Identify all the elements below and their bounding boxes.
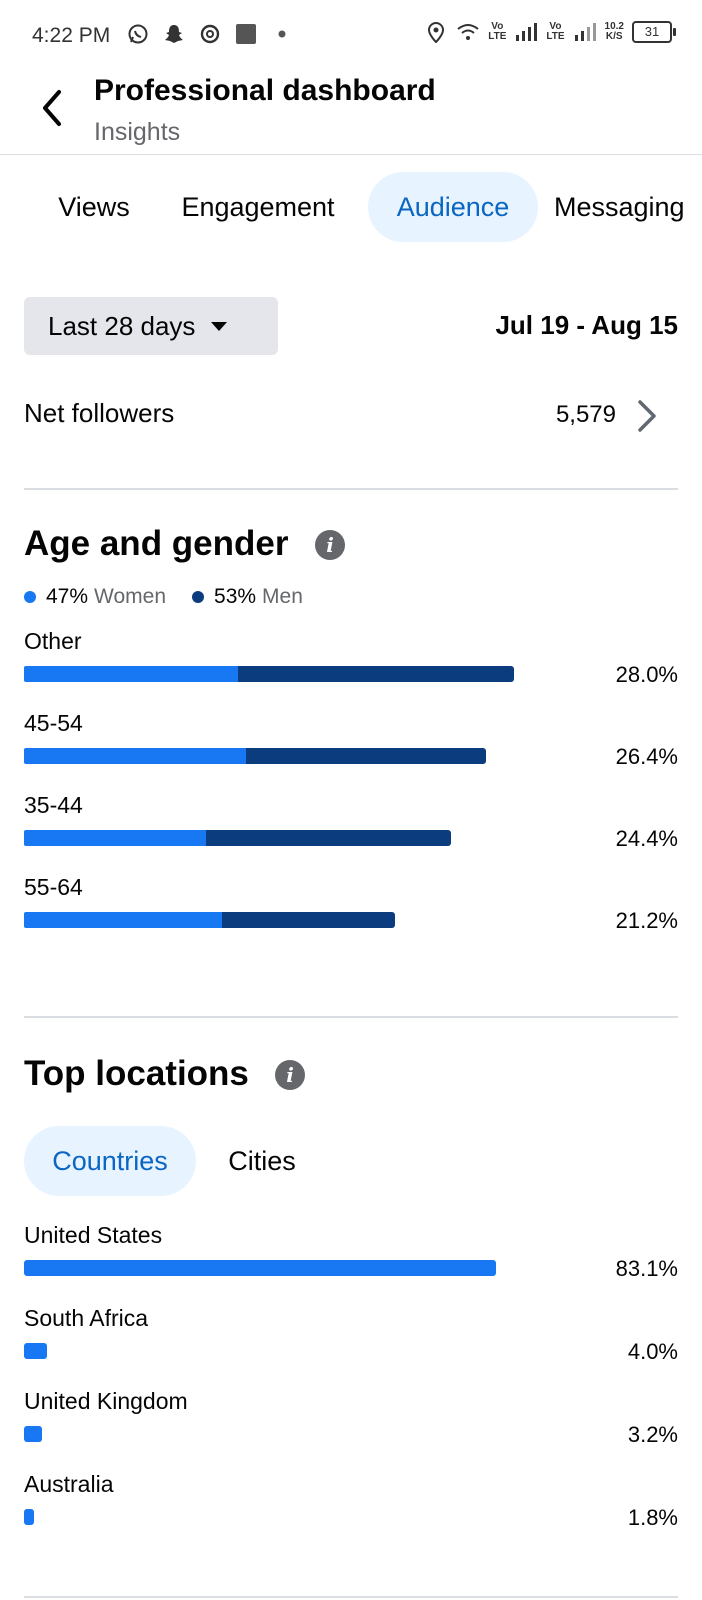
age-group-bar: [24, 748, 486, 764]
net-speed-value: 10.2: [604, 21, 624, 32]
legend-women: 47% Women: [24, 585, 166, 609]
location-pct: 1.8%: [627, 1505, 678, 1530]
men-dot-icon: [192, 591, 205, 603]
app-square-icon: [234, 22, 258, 46]
divider-2: [24, 1016, 678, 1018]
gender-legend: 47% Women 53% Men: [24, 585, 329, 609]
age-group-bar: [24, 830, 451, 846]
tab-views[interactable]: Views: [58, 192, 130, 222]
location-bar: [24, 1343, 47, 1359]
net-followers-value: 5,579: [555, 401, 616, 428]
tab-messaging[interactable]: Messaging: [554, 192, 685, 222]
tab-engagement[interactable]: Engagement: [181, 192, 335, 222]
age-group-pct: 28.0%: [615, 662, 678, 687]
location-label: Australia: [24, 1471, 114, 1497]
page-title: Professional dashboard: [94, 74, 436, 107]
net-followers-label: Net followers: [24, 398, 175, 428]
age-group-label: 55-64: [24, 874, 83, 900]
legend-men: 53% Men: [192, 585, 303, 609]
wifi-icon: [456, 20, 480, 44]
caret-down-icon: [211, 321, 228, 331]
snapchat-icon: [162, 22, 186, 46]
legend-men-label: Men: [262, 585, 303, 608]
insights-tabs: Views Engagement Audience Messaging: [0, 172, 702, 244]
location-bar: [24, 1509, 35, 1525]
legend-men-pct: 53%: [214, 585, 257, 608]
info-icon-2[interactable]: i: [275, 1060, 305, 1090]
age-group-pct: 26.4%: [615, 744, 678, 769]
chevron-right-icon: [638, 400, 656, 432]
age-group-bar: [24, 912, 395, 928]
location-label: South Africa: [24, 1305, 149, 1331]
date-range-text: Jul 19 - Aug 15: [495, 310, 678, 340]
location-pct: 4.0%: [627, 1339, 678, 1364]
signal-icon-2: [573, 20, 597, 44]
date-range-dropdown-label: Last 28 days: [48, 310, 196, 341]
location-pct: 83.1%: [615, 1256, 678, 1281]
app-header: Professional dashboard Insights: [0, 72, 702, 155]
status-time: 4:22 PM: [32, 24, 111, 47]
tab-cities[interactable]: Cities: [228, 1146, 296, 1176]
age-group-bar: [24, 666, 514, 682]
men-segment: [237, 666, 514, 682]
age-gender-title: Age and gender: [24, 524, 289, 563]
tab-audience[interactable]: Audience: [368, 172, 538, 242]
age-group-label: 45-54: [24, 710, 83, 736]
net-speed-unit: K/S: [605, 31, 623, 42]
location-bar: [24, 1426, 43, 1442]
age-group-label: 35-44: [24, 792, 83, 818]
status-bar: 4:22 PM Vo LTE Vo LTE: [0, 0, 702, 72]
volte-icon: Vo LTE: [488, 21, 507, 42]
back-button[interactable]: [30, 86, 74, 130]
location-label: United States: [24, 1222, 163, 1248]
women-dot-icon: [24, 591, 36, 603]
date-range-dropdown[interactable]: Last 28 days: [24, 297, 278, 355]
women-segment: [24, 748, 247, 764]
tab-countries[interactable]: Countries: [24, 1126, 196, 1196]
info-icon[interactable]: i: [315, 530, 345, 560]
divider-3: [24, 1596, 678, 1598]
age-group-pct: 21.2%: [615, 908, 678, 933]
dot-icon: [270, 22, 294, 46]
legend-women-pct: 47%: [46, 585, 89, 608]
age-group-label: Other: [24, 628, 82, 654]
legend-women-label: Women: [94, 585, 167, 608]
page-subtitle: Insights: [94, 118, 181, 146]
top-locations-title: Top locations: [24, 1054, 249, 1093]
net-speed: 10.2 K/S: [605, 22, 624, 42]
women-segment: [24, 830, 206, 846]
men-segment: [246, 748, 486, 764]
battery-level: 31: [644, 24, 660, 39]
location-label: United Kingdom: [24, 1388, 188, 1414]
battery-icon: 31: [632, 21, 676, 43]
signal-icon: [514, 20, 538, 44]
men-segment: [221, 912, 395, 928]
threads-icon: [198, 22, 222, 46]
women-segment: [24, 666, 238, 682]
volte-icon-2: Vo LTE: [546, 21, 565, 42]
location-pct: 3.2%: [627, 1422, 678, 1447]
men-segment: [206, 830, 451, 846]
age-group-pct: 24.4%: [615, 826, 678, 851]
divider: [24, 488, 678, 490]
location-bar: [24, 1260, 496, 1276]
location-icon: [424, 20, 448, 44]
whatsapp-icon: [126, 22, 150, 46]
women-segment: [24, 912, 222, 928]
back-arrow-icon: [43, 90, 61, 126]
